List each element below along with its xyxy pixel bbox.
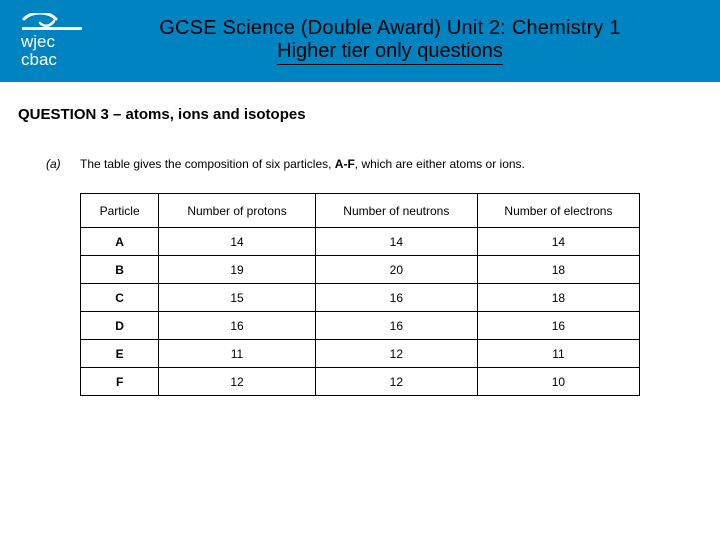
table-row: F 12 12 10 bbox=[81, 368, 640, 396]
table-header-row: Particle Number of protons Number of neu… bbox=[81, 194, 640, 228]
wjec-logo: wjec cbac bbox=[0, 13, 90, 69]
cell-particle: D bbox=[81, 312, 159, 340]
cell-neutrons: 12 bbox=[315, 368, 477, 396]
cell-neutrons: 20 bbox=[315, 256, 477, 284]
part-label: (a) bbox=[46, 157, 80, 171]
cell-particle: E bbox=[81, 340, 159, 368]
particle-table-wrap: Particle Number of protons Number of neu… bbox=[18, 193, 702, 396]
part-text-post: , which are either atoms or ions. bbox=[355, 157, 525, 171]
cell-electrons: 16 bbox=[477, 312, 639, 340]
particle-table: Particle Number of protons Number of neu… bbox=[80, 193, 640, 396]
title-block: GCSE Science (Double Award) Unit 2: Chem… bbox=[90, 17, 720, 65]
table-row: B 19 20 18 bbox=[81, 256, 640, 284]
cell-protons: 16 bbox=[159, 312, 316, 340]
cell-particle: C bbox=[81, 284, 159, 312]
logo-text-top: wjec bbox=[20, 32, 56, 51]
cell-electrons: 18 bbox=[477, 284, 639, 312]
cell-electrons: 18 bbox=[477, 256, 639, 284]
header-banner: wjec cbac GCSE Science (Double Award) Un… bbox=[0, 0, 720, 82]
cell-electrons: 10 bbox=[477, 368, 639, 396]
cell-particle: B bbox=[81, 256, 159, 284]
cell-protons: 15 bbox=[159, 284, 316, 312]
table-row: D 16 16 16 bbox=[81, 312, 640, 340]
question-number: QUESTION 3 bbox=[18, 106, 109, 123]
question-title: – atoms, ions and isotopes bbox=[109, 106, 306, 123]
part-text-pre: The table gives the composition of six p… bbox=[80, 157, 335, 171]
content-area: QUESTION 3 – atoms, ions and isotopes (a… bbox=[0, 82, 720, 396]
cell-protons: 19 bbox=[159, 256, 316, 284]
cell-particle: A bbox=[81, 228, 159, 256]
cell-particle: F bbox=[81, 368, 159, 396]
part-text-bold: A-F bbox=[335, 157, 355, 171]
cell-electrons: 14 bbox=[477, 228, 639, 256]
title-line-2: Higher tier only questions bbox=[277, 40, 503, 65]
col-header-electrons: Number of electrons bbox=[477, 194, 639, 228]
col-header-protons: Number of protons bbox=[159, 194, 316, 228]
cell-protons: 11 bbox=[159, 340, 316, 368]
part-text: The table gives the composition of six p… bbox=[80, 157, 702, 171]
table-row: C 15 16 18 bbox=[81, 284, 640, 312]
table-row: E 11 12 11 bbox=[81, 340, 640, 368]
cell-protons: 14 bbox=[159, 228, 316, 256]
title-line-1: GCSE Science (Double Award) Unit 2: Chem… bbox=[90, 17, 690, 40]
cell-neutrons: 14 bbox=[315, 228, 477, 256]
cell-electrons: 11 bbox=[477, 340, 639, 368]
logo-text-bottom: cbac bbox=[21, 50, 57, 69]
cell-neutrons: 16 bbox=[315, 284, 477, 312]
cell-neutrons: 16 bbox=[315, 312, 477, 340]
question-heading: QUESTION 3 – atoms, ions and isotopes bbox=[18, 106, 702, 123]
cell-neutrons: 12 bbox=[315, 340, 477, 368]
col-header-neutrons: Number of neutrons bbox=[315, 194, 477, 228]
table-row: A 14 14 14 bbox=[81, 228, 640, 256]
col-header-particle: Particle bbox=[81, 194, 159, 228]
cell-protons: 12 bbox=[159, 368, 316, 396]
question-part-a: (a) The table gives the composition of s… bbox=[18, 157, 702, 171]
